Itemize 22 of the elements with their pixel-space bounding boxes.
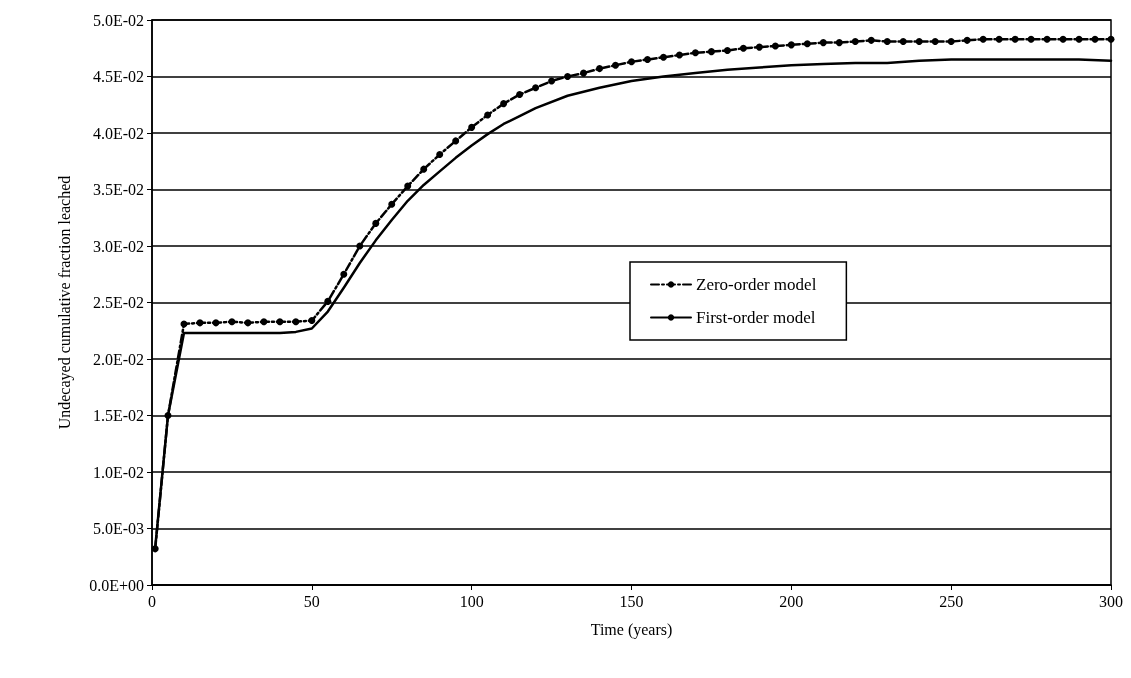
x-tick-label: 150 xyxy=(619,592,644,610)
x-tick-label: 50 xyxy=(303,592,320,610)
y-tick-label: 2.0E-02 xyxy=(92,350,144,368)
x-tick-label: 0 xyxy=(148,592,156,610)
y-tick-label: 3.5E-02 xyxy=(92,181,144,198)
x-tick-label: 300 xyxy=(1099,592,1123,610)
legend-label: First-order model xyxy=(696,308,816,327)
y-tick-label: 3.0E-02 xyxy=(92,237,144,255)
x-tick-label: 200 xyxy=(779,592,804,610)
y-tick-label: 1.0E-02 xyxy=(92,463,144,481)
y-tick-label: 4.0E-02 xyxy=(92,124,144,142)
y-tick-label: 0.0E+00 xyxy=(89,576,144,594)
y-tick-label: 5.0E-02 xyxy=(92,11,144,29)
x-tick-label: 250 xyxy=(939,592,964,610)
y-tick-label: 4.5E-02 xyxy=(92,68,144,85)
y-axis-title: Undecayed cumulative fraction leached xyxy=(55,175,74,430)
x-tick-label: 100 xyxy=(459,592,484,610)
legend-label: Zero-order model xyxy=(696,275,817,294)
y-tick-label: 2.5E-02 xyxy=(92,294,144,311)
y-tick-label: 1.5E-02 xyxy=(92,407,144,424)
x-axis-title: Time (years) xyxy=(590,620,673,639)
y-tick-label: 5.0E-03 xyxy=(92,520,144,537)
